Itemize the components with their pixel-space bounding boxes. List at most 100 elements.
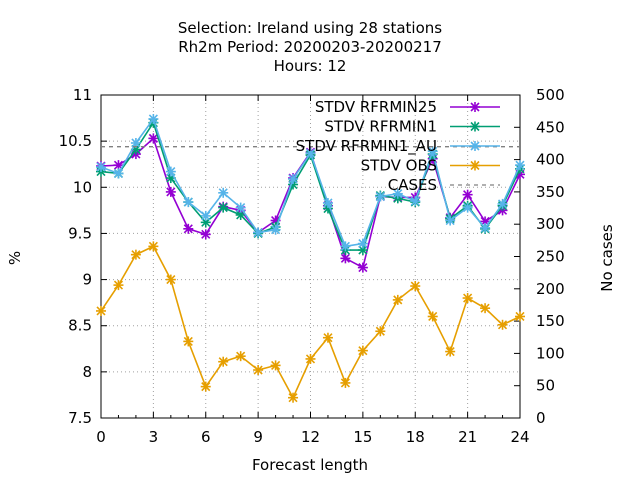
y2-tick-label: 150	[536, 312, 565, 330]
data-point-stdv-rfrmin1-au	[253, 227, 264, 238]
data-point-stdv-obs	[357, 345, 368, 356]
data-point-stdv-rfrmin1-au	[322, 197, 333, 208]
data-point-stdv-obs	[253, 365, 264, 376]
x-tick-label: 15	[353, 428, 372, 446]
data-point-stdv-rfrmin1-au	[515, 160, 525, 171]
legend-label: STDV RFRMIN25	[315, 98, 437, 116]
data-point-stdv-obs	[462, 293, 473, 304]
data-point-stdv-rfrmin25	[183, 223, 194, 234]
x-axis-label: Forecast length	[252, 456, 368, 474]
data-point-stdv-rfrmin1-au	[235, 202, 246, 213]
x-tick-label: 9	[253, 428, 263, 446]
legend-marker	[470, 141, 480, 151]
data-point-stdv-obs	[515, 311, 525, 322]
data-point-stdv-rfrmin1-au	[375, 191, 386, 202]
chart-title-line-1: Selection: Ireland using 28 stations	[178, 19, 442, 37]
data-point-stdv-rfrmin1-au	[445, 215, 456, 226]
data-point-stdv-rfrmin1-au	[288, 173, 299, 184]
y2-axis-label: No cases	[598, 224, 616, 292]
data-point-stdv-obs	[480, 303, 491, 314]
y-tick-label: 10.5	[59, 132, 92, 150]
data-point-stdv-obs	[270, 360, 281, 371]
data-point-stdv-obs	[235, 351, 246, 362]
data-point-stdv-obs	[445, 346, 456, 357]
x-tick-label: 18	[406, 428, 425, 446]
data-point-stdv-rfrmin1-au	[357, 238, 368, 249]
x-tick-label: 24	[510, 428, 529, 446]
data-point-stdv-rfrmin25	[462, 189, 473, 200]
data-point-stdv-obs	[113, 280, 124, 291]
legend-entry-cases: CASES	[388, 176, 500, 194]
data-point-stdv-obs	[305, 353, 316, 364]
data-point-stdv-obs	[165, 274, 176, 285]
y2-tick-label: 450	[536, 118, 565, 136]
data-point-stdv-obs	[427, 311, 438, 322]
data-point-stdv-rfrmin1-au	[480, 222, 491, 233]
y2-tick-label: 100	[536, 344, 565, 362]
y-tick-label: 9.5	[68, 224, 92, 242]
y2-tick-label: 400	[536, 151, 565, 169]
y-tick-label: 7.5	[68, 409, 92, 427]
data-point-stdv-rfrmin25	[357, 262, 368, 273]
y2-tick-label: 250	[536, 248, 565, 266]
data-point-stdv-rfrmin1-au	[497, 198, 508, 209]
data-point-stdv-obs	[375, 326, 386, 337]
data-point-stdv-rfrmin1-au	[200, 210, 211, 221]
x-tick-label: 6	[201, 428, 211, 446]
y-tick-label: 11	[73, 86, 92, 104]
data-point-stdv-rfrmin1-au	[305, 148, 316, 159]
y2-tick-label: 50	[536, 377, 555, 395]
x-tick-label: 12	[301, 428, 320, 446]
legend-label: CASES	[388, 176, 437, 194]
legend-label: STDV RFRMIN1_AU	[296, 137, 437, 156]
data-point-stdv-rfrmin1-au	[183, 197, 194, 208]
data-point-stdv-obs	[392, 294, 403, 305]
series-stdv-rfrmin1-au	[96, 113, 525, 252]
legend-entry-stdv-rfrmin1-au: STDV RFRMIN1_AU	[296, 137, 500, 156]
data-point-stdv-rfrmin1-au	[165, 166, 176, 177]
data-point-stdv-rfrmin1-au	[427, 146, 438, 157]
data-point-stdv-rfrmin1-au	[96, 161, 106, 172]
data-point-stdv-rfrmin1	[218, 202, 229, 213]
axes: 0 3 6 9 12 15 18 21 24 7.5 8 8.5 9 9.5 10 10.5 11 0 50 100 1…	[59, 86, 565, 446]
y2-tick-label: 0	[536, 409, 546, 427]
y2-tick-label: 300	[536, 215, 565, 233]
chart-title-line-3: Hours: 12	[274, 57, 347, 75]
data-point-stdv-obs	[288, 392, 299, 403]
legend-label: STDV OBS	[361, 157, 437, 175]
chart-title: Selection: Ireland using 28 stations Rh2…	[178, 19, 442, 75]
y-tick-label: 8	[82, 363, 92, 381]
data-point-stdv-obs	[218, 356, 229, 367]
data-point-stdv-rfrmin1-au	[392, 188, 403, 199]
data-point-stdv-obs	[148, 241, 159, 252]
y2-tick-label: 500	[536, 86, 565, 104]
series-stdv-obs	[96, 241, 525, 403]
data-point-stdv-rfrmin25	[200, 229, 211, 240]
x-tick-label: 3	[149, 428, 159, 446]
data-point-stdv-rfrmin1-au	[113, 168, 124, 179]
data-point-stdv-obs	[183, 336, 194, 347]
legend-marker	[470, 160, 480, 171]
data-point-stdv-obs	[497, 319, 508, 330]
y2-tick-label: 200	[536, 280, 565, 298]
chart-title-line-2: Rh2m Period: 20200203-20200217	[178, 38, 442, 56]
data-point-stdv-obs	[130, 249, 141, 260]
data-point-stdv-rfrmin1-au	[270, 224, 281, 235]
data-point-stdv-rfrmin1-au	[218, 187, 229, 198]
data-point-stdv-rfrmin25	[340, 253, 351, 264]
series-line-stdv-obs	[100, 245, 521, 400]
x-tick-label: 0	[96, 428, 106, 446]
legend-entry-stdv-rfrmin25: STDV RFRMIN25	[315, 98, 500, 116]
data-point-stdv-obs	[200, 381, 211, 392]
data-point-stdv-rfrmin25	[148, 133, 159, 144]
data-point-stdv-obs	[340, 377, 351, 388]
y2-tick-label: 350	[536, 183, 565, 201]
legend-label: STDV RFRMIN1	[324, 118, 437, 136]
legend-marker	[470, 102, 480, 112]
data-point-stdv-rfrmin1-au	[340, 241, 351, 252]
data-point-stdv-rfrmin1-au	[410, 196, 421, 207]
legend-marker	[470, 121, 480, 132]
legend-entry-stdv-rfrmin1: STDV RFRMIN1	[324, 118, 500, 136]
